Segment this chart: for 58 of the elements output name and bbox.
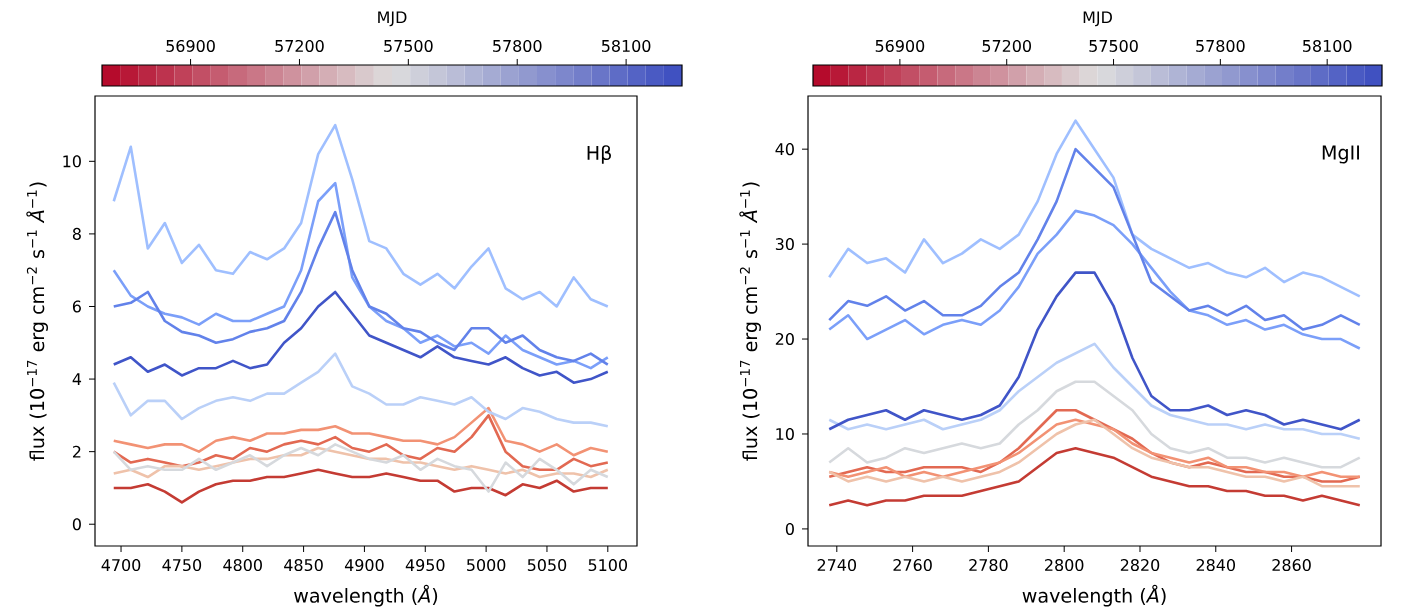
line-series [827,119,1362,298]
color-bar-label: 57200 [982,39,1031,52]
annotation: MgII [1322,145,1359,164]
x-tick-label: 4750 [162,558,202,572]
x-tick-label: 2740 [817,558,857,572]
y-tick-label: 10 [63,155,81,168]
text: flux (10$^{−17}$ erg cm$^{−2}$ s$^{−1}$ Å$^{−1}$) [739,182,761,461]
color-bar-label: 56900 [166,39,215,52]
y-tick-label: 0 [72,518,81,531]
y-tick-label: 30 [775,237,794,251]
x-tick-label: 5050 [527,558,567,572]
y-tick-label: 6 [72,300,81,313]
y-tick-label: 8 [72,227,81,240]
color-bar-label: 57500 [384,39,433,52]
line-series [112,181,610,370]
x-tick-label: 2760 [893,558,932,572]
y-tick-label: 40 [775,143,794,156]
annotation: Hβ [587,145,611,164]
line-series [827,380,1362,469]
line-series [112,413,610,472]
x-tick-label: 2840 [1196,558,1235,572]
x-tick-label: 4850 [284,558,323,572]
line-series [112,352,610,428]
line-series [112,468,610,504]
x-axis-title: wavelength (Å) [1022,584,1166,607]
x-tick-label: 4950 [405,558,445,572]
color-bar-label: 57800 [493,39,542,52]
color-bar-label: 58100 [1303,39,1352,52]
color-bar-label: 57500 [1089,39,1138,52]
color-bar-title: MJD [378,11,407,27]
line-series [112,123,610,308]
x-tick-label: 4800 [223,558,262,572]
color-bar-label: 57800 [1196,39,1245,52]
x-tick-label: 2780 [969,558,1008,572]
x-tick-label: 2860 [1272,558,1311,572]
y-tick-label: 0 [785,522,794,535]
line-series [827,147,1362,331]
x-tick-label: 4700 [101,558,141,572]
text: flux (10$^{−17}$ erg cm$^{−2}$ s$^{−1}$ Å$^{−1}$) [26,182,48,461]
line-series [112,443,610,493]
color-bar-title: MJD [1083,11,1112,27]
y-tick-label: 2 [72,445,81,458]
y-tick-label: 20 [775,332,794,345]
line-series [112,210,610,366]
line-series [827,271,1362,431]
x-tick-label: 2800 [1045,558,1084,572]
line-series [827,209,1362,350]
x-tick-label: 5000 [467,558,506,572]
color-bar-label: 56900 [875,39,925,52]
x-tick-label: 4900 [344,558,384,572]
y-tick-label: 10 [776,427,794,440]
x-tick-label: 2820 [1120,558,1160,572]
x-axis-title: wavelength (Å) [294,584,438,607]
color-bar-label: 58100 [601,39,651,52]
y-tick-label: 4 [72,373,82,385]
color-bar-label: 57200 [275,39,324,52]
x-tick-label: 5100 [588,558,628,572]
line-series [112,406,610,457]
